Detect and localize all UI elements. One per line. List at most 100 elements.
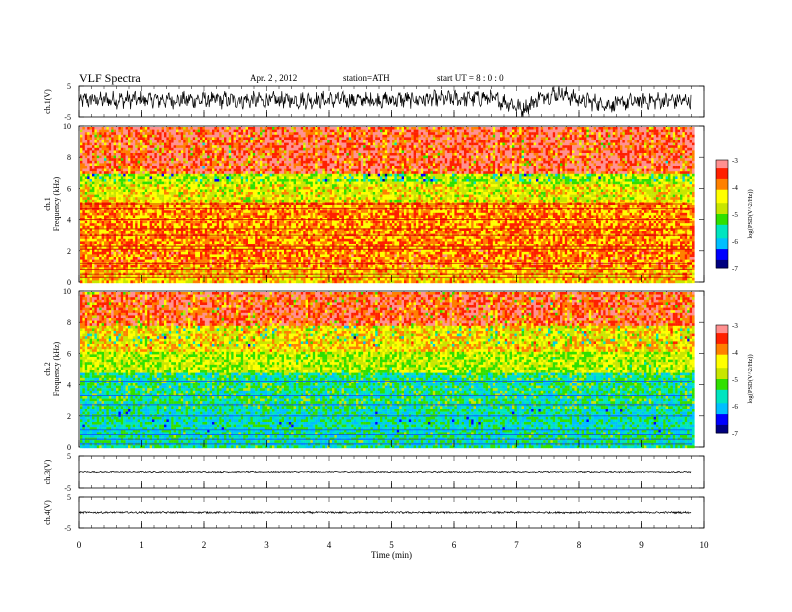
spectrogram-cell	[198, 140, 201, 143]
spectrogram-cell	[178, 163, 181, 166]
spectrogram-cell	[138, 254, 141, 257]
spectrogram-cell	[190, 260, 193, 263]
spectrogram-cell	[116, 158, 119, 161]
spectrogram-cell	[130, 257, 133, 260]
spectrogram-cell	[135, 158, 138, 161]
spectrogram-cell	[157, 223, 160, 226]
y-tick-label: 6	[67, 349, 71, 358]
spectrogram-cell	[142, 158, 145, 161]
spectrogram-cell	[219, 241, 222, 244]
spectrogram-cell	[92, 156, 95, 159]
spectrogram-cell	[142, 252, 145, 255]
spectrogram-cell	[178, 189, 181, 192]
spectrogram-cell	[207, 143, 210, 146]
spectrogram-cell	[154, 156, 157, 159]
spectrogram-cell	[222, 197, 225, 200]
spectrogram-cell	[128, 171, 131, 174]
spectrogram-cell	[92, 171, 95, 174]
spectrogram-cell	[224, 179, 227, 182]
spectrogram-cell	[121, 210, 124, 213]
spectrogram-cell	[97, 135, 100, 138]
spectrogram-cell	[99, 150, 102, 153]
spectrogram-cell	[121, 156, 124, 159]
spectrogram-2	[80, 127, 695, 283]
spectrogram-cell	[138, 200, 141, 203]
spectrogram-cell	[92, 135, 95, 138]
spectrogram-cell	[178, 257, 181, 260]
spectrogram-cell	[200, 280, 203, 283]
spectrogram-cell	[157, 236, 160, 239]
spectrogram-cell	[169, 171, 172, 174]
spectrogram-cell	[241, 189, 244, 192]
spectrogram-cell	[214, 127, 217, 130]
spectrogram-cell	[176, 187, 179, 190]
spectrogram-cell	[150, 179, 153, 182]
spectrogram-cell	[121, 215, 124, 218]
spectrogram-cell	[90, 189, 93, 192]
spectrogram-cell	[130, 140, 133, 143]
spectrogram-cell	[159, 265, 162, 268]
spectrogram-cell	[241, 158, 244, 161]
spectrogram-cell	[102, 265, 105, 268]
spectrogram-cell	[243, 143, 246, 146]
spectrogram-cell	[193, 156, 196, 159]
spectrogram-cell	[116, 135, 119, 138]
spectrogram-cell	[198, 210, 201, 213]
spectrogram-cell	[181, 156, 184, 159]
spectrogram-cell	[80, 171, 83, 174]
spectrogram-cell	[200, 166, 203, 169]
spectrogram-cell	[142, 236, 145, 239]
spectrogram-cell	[159, 195, 162, 198]
spectrogram-cell	[188, 239, 191, 242]
spectrogram-cell	[118, 174, 121, 177]
spectrogram-cell	[231, 213, 234, 216]
spectrogram-cell	[212, 163, 215, 166]
spectrogram-cell	[140, 265, 143, 268]
spectrogram-cell	[82, 223, 85, 226]
spectrogram-cell	[243, 231, 246, 234]
spectrogram-cell	[80, 280, 83, 283]
spectrogram-cell	[224, 169, 227, 172]
spectrogram-cell	[152, 179, 155, 182]
spectrogram-cell	[214, 163, 217, 166]
spectrogram-cell	[97, 182, 100, 185]
spectrogram-cell	[190, 158, 193, 161]
spectrogram-cell	[85, 213, 88, 216]
spectrogram-cell	[217, 192, 220, 195]
spectrogram-cell	[135, 127, 138, 130]
spectrogram-cell	[157, 254, 160, 257]
spectrogram-cell	[87, 158, 90, 161]
spectrogram-cell	[142, 166, 145, 169]
spectrogram-cell	[171, 241, 174, 244]
spectrogram-cell	[145, 140, 148, 143]
spectrogram-cell	[246, 223, 249, 226]
spectrogram-cell	[241, 221, 244, 224]
spectrogram-cell	[92, 231, 95, 234]
spectrogram-cell	[169, 231, 172, 234]
spectrogram-cell	[94, 130, 97, 133]
spectrogram-cell	[121, 150, 124, 153]
spectrogram-cell	[85, 278, 88, 281]
spectrogram-cell	[207, 257, 210, 260]
spectrogram-cell	[224, 176, 227, 179]
spectrogram-cell	[188, 145, 191, 148]
spectrogram-cell	[174, 130, 177, 133]
spectrogram-cell	[114, 153, 117, 156]
spectrogram-cell	[178, 226, 181, 229]
spectrogram-cell	[121, 265, 124, 268]
spectrogram-cell	[128, 137, 131, 140]
spectrogram-cell	[97, 221, 100, 224]
spectrogram-cell	[80, 187, 83, 190]
spectrogram-cell	[188, 169, 191, 172]
spectrogram-cell	[236, 270, 239, 273]
spectrogram-cell	[243, 189, 246, 192]
spectrogram-cell	[164, 176, 167, 179]
spectrogram-cell	[255, 156, 258, 159]
spectrogram-cell	[109, 132, 112, 135]
spectrogram-cell	[181, 270, 184, 273]
spectrogram-cell	[145, 127, 148, 130]
spectrogram-cell	[140, 182, 143, 185]
spectrogram-cell	[193, 184, 196, 187]
spectrogram-cell	[116, 265, 119, 268]
spectrogram-cell	[162, 205, 165, 208]
